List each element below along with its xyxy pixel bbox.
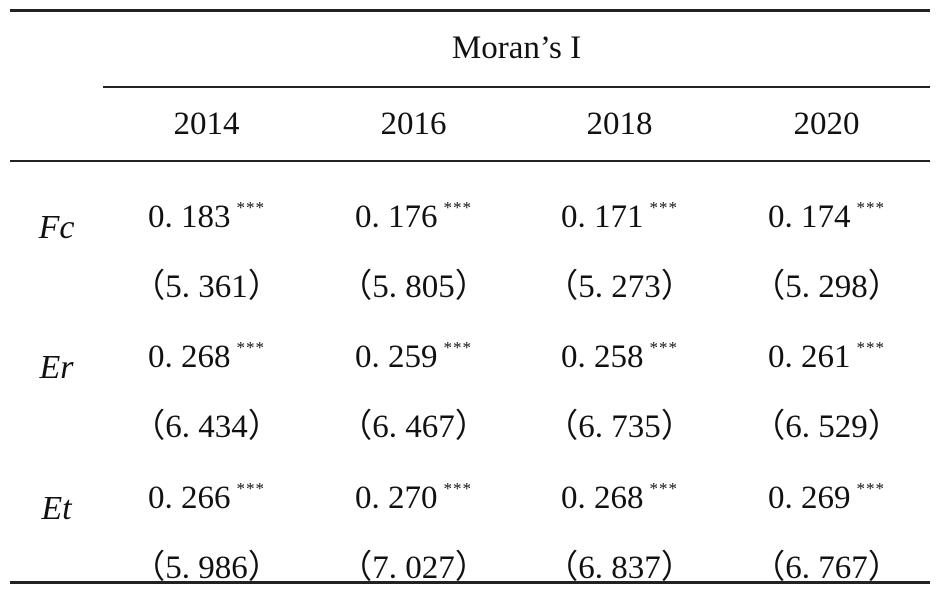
- coefficient-value: 0. 259: [355, 339, 438, 375]
- table-cell: 0. 259 *** （6. 467）: [310, 328, 517, 447]
- z-statistic-value: （5. 273）: [545, 269, 694, 305]
- row-label: Et: [41, 490, 72, 527]
- coefficient-value: 0. 258: [561, 339, 644, 375]
- significance-stars: ***: [856, 479, 885, 498]
- coefficient-value: 0. 266: [148, 480, 231, 516]
- coefficient-value: 0. 261: [768, 339, 851, 375]
- coefficient-value: 0. 270: [355, 480, 438, 516]
- table-cell: 0. 183 *** （5. 361）: [103, 188, 310, 307]
- significance-stars: ***: [443, 338, 472, 357]
- table-cell: 0. 269 *** （6. 767）: [723, 469, 930, 588]
- z-statistic-value: （6. 767）: [752, 550, 901, 586]
- coefficient-value: 0. 268: [561, 480, 644, 516]
- year-header-2016: 2016: [380, 106, 447, 142]
- row-label: Er: [39, 349, 74, 386]
- coefficient-value: 0. 176: [355, 199, 438, 235]
- table-cell: 0. 176 *** （5. 805）: [310, 188, 517, 307]
- significance-stars: ***: [236, 198, 265, 217]
- significance-stars: ***: [236, 338, 265, 357]
- coefficient-value: 0. 171: [561, 199, 644, 235]
- table-cell: 0. 268 *** （6. 434）: [103, 328, 310, 447]
- year-header-2018: 2018: [586, 106, 653, 142]
- z-statistic-value: （5. 298）: [752, 269, 901, 305]
- table-cell: 0. 258 *** （6. 735）: [516, 328, 723, 447]
- top-rule: [10, 9, 930, 12]
- z-statistic-value: （6. 837）: [545, 550, 694, 586]
- z-statistic-value: （7. 027）: [339, 550, 488, 586]
- significance-stars: ***: [649, 479, 678, 498]
- coefficient-value: 0. 183: [148, 199, 231, 235]
- table-cell: 0. 171 *** （5. 273）: [516, 188, 723, 307]
- table-cell: 0. 268 *** （6. 837）: [516, 469, 723, 588]
- year-header-2020: 2020: [793, 106, 860, 142]
- coefficient-value: 0. 269: [768, 480, 851, 516]
- significance-stars: ***: [856, 198, 885, 217]
- significance-stars: ***: [443, 479, 472, 498]
- year-header-2014: 2014: [173, 106, 240, 142]
- group-header-rule: [103, 86, 930, 88]
- significance-stars: ***: [856, 338, 885, 357]
- table-cell: 0. 261 *** （6. 529）: [723, 328, 930, 447]
- z-statistic-value: （6. 434）: [132, 409, 281, 445]
- z-statistic-value: （5. 361）: [132, 269, 281, 305]
- z-statistic-value: （5. 986）: [132, 550, 281, 586]
- significance-stars: ***: [649, 338, 678, 357]
- z-statistic-value: （6. 735）: [545, 409, 694, 445]
- significance-stars: ***: [443, 198, 472, 217]
- coefficient-value: 0. 174: [768, 199, 851, 235]
- header-rule: [10, 160, 930, 162]
- table-cell: 0. 266 *** （5. 986）: [103, 469, 310, 588]
- table-cell: 0. 270 *** （7. 027）: [310, 469, 517, 588]
- z-statistic-value: （6. 529）: [752, 409, 901, 445]
- coefficient-value: 0. 268: [148, 339, 231, 375]
- z-statistic-value: （5. 805）: [339, 269, 488, 305]
- group-header: Moran’s I: [451, 30, 582, 66]
- bottom-rule: [10, 581, 930, 584]
- significance-stars: ***: [649, 198, 678, 217]
- z-statistic-value: （6. 467）: [339, 409, 488, 445]
- significance-stars: ***: [236, 479, 265, 498]
- table-cell: 0. 174 *** （5. 298）: [723, 188, 930, 307]
- row-label: Fc: [38, 209, 75, 246]
